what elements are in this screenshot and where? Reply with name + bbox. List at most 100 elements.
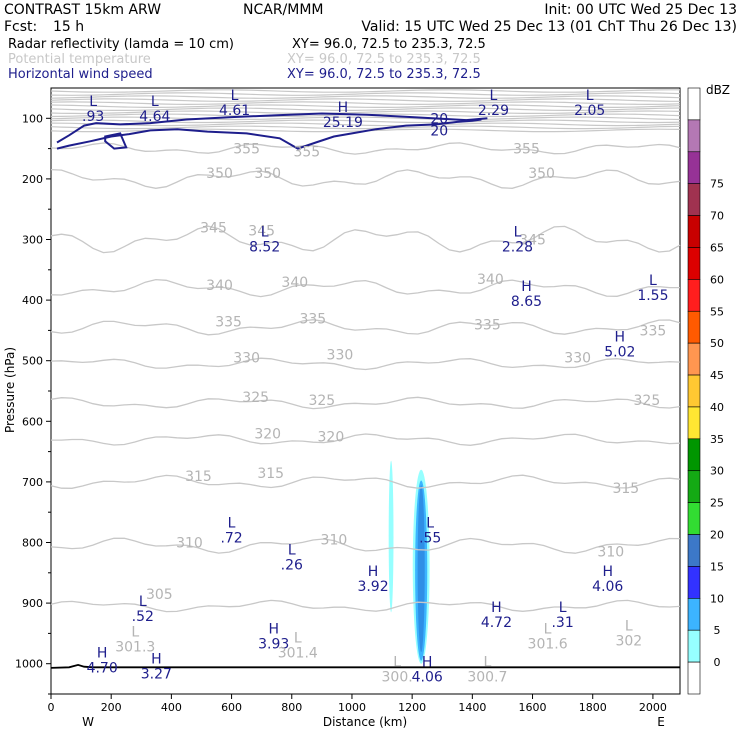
theta-contour-label-325: 325 xyxy=(242,390,269,406)
wind-contour-label-1: 20 xyxy=(430,123,448,139)
x-tick-label-400: 400 xyxy=(161,701,182,714)
y-tick-label-400: 400 xyxy=(22,294,43,307)
colorbar-bin-14 xyxy=(687,215,701,248)
colorbar-label-15: 15 xyxy=(710,560,724,573)
theta-contour-label-320: 320 xyxy=(318,429,345,445)
extremum-marker-L-9: L xyxy=(649,273,657,289)
x-tick-label-1000: 1000 xyxy=(338,701,366,714)
theta-contour-325 xyxy=(50,396,681,410)
x-tick-label-0: 0 xyxy=(48,701,55,714)
header-valid: Valid: 15 UTC Wed 25 Dec 13 (01 ChT Thu … xyxy=(361,19,737,35)
colorbar-label-40: 40 xyxy=(710,401,724,414)
y-tick-label-600: 600 xyxy=(22,415,43,428)
theta-contour-label-355: 355 xyxy=(293,145,320,161)
theta-contour-label-345: 345 xyxy=(519,233,546,249)
extremum-value-17: .52 xyxy=(132,609,154,625)
colorbar-bin-13 xyxy=(687,247,701,280)
wind-contour-lower xyxy=(56,118,482,150)
field-3-xy: XY= 96.0, 72.5 to 235.3, 72.5 xyxy=(287,67,481,82)
extremum-value-22: 3.27 xyxy=(141,667,172,683)
extremum-value-1: .93 xyxy=(82,109,104,125)
theta-contour-310 xyxy=(50,537,681,554)
theta-contour-label-350: 350 xyxy=(528,166,555,182)
extremum-value-29: 300.7 xyxy=(467,670,507,686)
field-1-name: Radar reflectivity (lamda = 10 cm) xyxy=(8,37,234,52)
colorbar-label-55: 55 xyxy=(710,305,724,318)
extremum-marker-L-7: L xyxy=(261,224,269,240)
y-tick-label-800: 800 xyxy=(22,537,43,550)
theta-contour-upper-7 xyxy=(50,107,681,111)
extremum-value-15: 3.92 xyxy=(357,579,388,595)
theta-contour-320 xyxy=(51,433,681,446)
extremum-marker-L-17: L xyxy=(139,594,147,610)
x-tick-label-1600: 1600 xyxy=(519,701,547,714)
colorbar-bin-12 xyxy=(687,279,701,312)
colorbar-label-20: 20 xyxy=(710,529,724,542)
extremum-value-21: 4.70 xyxy=(87,661,118,677)
extremum-marker-L-2: L xyxy=(151,94,159,110)
extremum-value-18: 4.72 xyxy=(481,615,512,631)
theta-contour-label-335: 335 xyxy=(299,311,326,327)
theta-contour-upper-5 xyxy=(50,101,681,106)
x-tick-label-1400: 1400 xyxy=(458,701,486,714)
extremum-value-2: 4.64 xyxy=(139,109,170,125)
header-fcst-label: Fcst: xyxy=(4,19,37,35)
colorbar-label-50: 50 xyxy=(710,337,724,350)
extremum-value-27: 302 xyxy=(615,633,642,649)
x-end-label-west: W xyxy=(82,715,94,729)
theta-contour-label-335: 335 xyxy=(215,314,242,330)
theta-contour-label-330: 330 xyxy=(564,351,591,367)
x-tick-label-200: 200 xyxy=(101,701,122,714)
colorbar-label-60: 60 xyxy=(710,273,724,286)
header-init: Init: 00 UTC Wed 25 Dec 13 xyxy=(544,2,737,18)
extremum-marker-H-18: H xyxy=(491,600,502,616)
colorbar-bin-4 xyxy=(687,534,701,567)
colorbar-label-10: 10 xyxy=(710,592,724,605)
extremum-marker-L-28: L xyxy=(393,655,401,671)
extremum-value-5: 2.29 xyxy=(478,103,509,119)
theta-contour-label-320: 320 xyxy=(254,426,281,442)
colorbar-bin-2 xyxy=(687,598,701,631)
theta-contour-label-350: 350 xyxy=(254,166,281,182)
y-tick-label-700: 700 xyxy=(22,476,43,489)
theta-contour-label-325: 325 xyxy=(308,393,335,409)
extremum-marker-L-14: L xyxy=(426,515,434,531)
theta-contour-upper-13 xyxy=(50,125,681,130)
extremum-marker-L-19: L xyxy=(559,600,567,616)
colorbar-label-65: 65 xyxy=(710,241,724,254)
x-tick-label-800: 800 xyxy=(281,701,302,714)
colorbar-bin-8 xyxy=(687,406,701,440)
theta-contour-label-355: 355 xyxy=(513,142,540,158)
x-tick-label-2000: 2000 xyxy=(639,701,667,714)
extremum-marker-L-27: L xyxy=(625,618,633,634)
extremum-marker-L-6: L xyxy=(586,88,594,104)
extremum-marker-L-26: L xyxy=(544,621,552,637)
theta-contour-upper-10 xyxy=(50,116,681,121)
colorbar-bin-16 xyxy=(687,151,701,184)
theta-contour-label-330: 330 xyxy=(233,351,260,367)
colorbar-bin-7 xyxy=(687,438,701,472)
colorbar-bin-1 xyxy=(687,629,701,663)
extremum-marker-L-25: L xyxy=(294,630,302,646)
theta-contour-upper-6 xyxy=(50,104,681,108)
extremum-value-4: 25.19 xyxy=(323,115,363,131)
extremum-value-10: 8.65 xyxy=(511,294,542,310)
theta-contour-label-335: 335 xyxy=(640,323,667,339)
y-tick-label-300: 300 xyxy=(22,234,43,247)
y-tick-label-100: 100 xyxy=(22,112,43,125)
extremum-marker-L-5: L xyxy=(490,88,498,104)
extremum-marker-H-11: H xyxy=(615,329,626,345)
extremum-marker-L-8: L xyxy=(514,224,522,240)
extremum-marker-H-16: H xyxy=(603,564,614,580)
theta-contour-label-340: 340 xyxy=(281,275,308,291)
colorbar-bin-15 xyxy=(687,183,701,216)
extremum-value-14: .55 xyxy=(419,530,441,546)
theta-contour-upper-12 xyxy=(50,122,681,127)
colorbar-label-30: 30 xyxy=(710,465,724,478)
extremum-value-6: 2.05 xyxy=(574,103,605,119)
reflectivity-cell-2-inner xyxy=(417,485,425,653)
colorbar-label-70: 70 xyxy=(710,210,724,223)
extremum-value-28: 300. xyxy=(382,670,413,686)
theta-contour-label-335: 335 xyxy=(474,317,501,333)
header-fcst-value: 15 h xyxy=(53,19,84,35)
